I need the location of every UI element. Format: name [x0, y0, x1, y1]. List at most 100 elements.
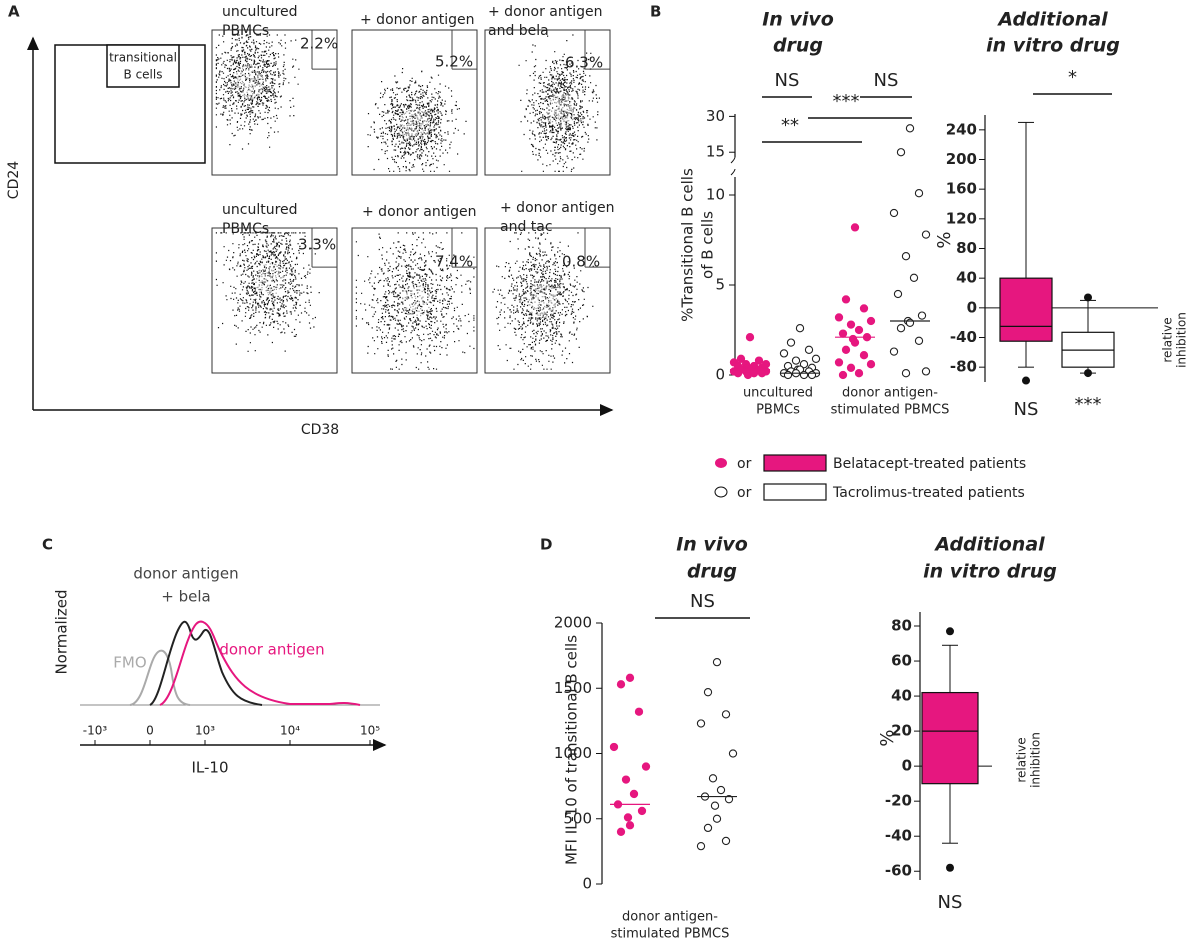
flow-plot-title: + donor antigen: [488, 4, 602, 20]
data-point: [745, 333, 755, 342]
x-tick-label: uncultured: [743, 386, 813, 401]
chart-title: drug: [773, 35, 823, 57]
outlier: [1084, 369, 1092, 378]
data-point: [799, 370, 809, 380]
y-tick-label: -40: [950, 328, 977, 346]
x-ticks: [94, 740, 371, 745]
x-tick-label: -10³: [83, 724, 108, 738]
data-point: [795, 324, 805, 333]
y-tick-label: 0: [715, 366, 725, 384]
x-tick-label: PBMCs: [756, 403, 800, 418]
data-point: [896, 324, 906, 333]
significance-label: ***: [833, 91, 860, 112]
data-point: [896, 148, 906, 157]
legend-connector: or: [737, 456, 752, 472]
flow-plot-frame: [484, 29, 611, 176]
y-tick-label: 2000: [554, 614, 592, 632]
y-axis-label: %Transitional B cells: [679, 168, 697, 322]
y-tick-label: 80: [891, 617, 912, 635]
flow-percent: 7.4%: [435, 253, 473, 271]
y-tick-label: 240: [946, 120, 977, 138]
significance-label: *: [1068, 67, 1077, 88]
legend-label: Belatacept-treated patients: [833, 456, 1026, 472]
flow-dots-dense: [528, 283, 557, 319]
data-point: [621, 775, 631, 784]
y-tick-label: 5: [715, 276, 725, 294]
data-point: [914, 336, 924, 345]
data-point: [721, 836, 731, 846]
data-point: [804, 345, 814, 354]
y-tick-label: 1000: [554, 744, 592, 762]
data-point: [854, 369, 864, 378]
flow-plot-title: + donor antigen: [360, 12, 474, 28]
x-tick-label: 0: [146, 724, 154, 738]
data-point: [710, 801, 720, 810]
flow-dots: [492, 232, 594, 370]
x-axis-label: CD38: [301, 422, 339, 438]
curve-bela: [149, 620, 263, 706]
y-tick-label: 200: [946, 150, 977, 168]
data-point: [716, 785, 726, 795]
data-point: [743, 370, 753, 380]
flow-dots-dense: [546, 94, 576, 127]
curve-antigen: [159, 620, 361, 706]
x-tick-label: 10⁵: [360, 724, 380, 738]
flow-dots: [355, 232, 475, 370]
y-axis-label: Normalized: [53, 589, 71, 674]
legend-connector: or: [737, 485, 752, 501]
x-tick-label: donor antigen-: [842, 386, 938, 401]
y-tick-label: 40: [891, 687, 912, 705]
flow-percent: 3.3%: [298, 236, 336, 254]
data-point: [724, 795, 734, 804]
axis-break: [730, 156, 736, 176]
chart-title: Additional: [996, 9, 1108, 31]
data-point: [629, 789, 639, 799]
y-axis-label: MFI IL-10 of transitional B cells: [563, 635, 581, 865]
flow-plot-frame: [484, 227, 611, 374]
flow-plot-title: and bela: [488, 23, 549, 39]
y-axis-label: of B cells: [699, 211, 717, 279]
legend-label: Tacrolimus-treated patients: [832, 485, 1025, 501]
significance-label: NS: [690, 591, 715, 612]
flow-plot-title: uncultured: [222, 4, 298, 20]
data-point: [838, 329, 848, 338]
side-label: relative: [1161, 317, 1175, 362]
data-point: [846, 320, 856, 329]
data-point: [921, 367, 931, 376]
flow-dots-dense: [235, 64, 264, 99]
data-point: [703, 823, 713, 833]
data-point: [850, 223, 860, 232]
curve-label: FMO: [113, 654, 146, 672]
flow-plot-title: and tac: [500, 219, 553, 235]
data-point: [841, 295, 851, 304]
data-point: [799, 360, 809, 369]
data-point: [625, 673, 635, 682]
data-point: [846, 363, 856, 372]
flow-plot-title: uncultured: [222, 202, 298, 218]
legend-box: [763, 483, 827, 501]
data-point: [838, 370, 848, 380]
gate-inner: [106, 44, 180, 88]
flow-percent: 6.3%: [565, 54, 603, 72]
y-tick-label: 10: [706, 186, 725, 204]
flow-plot-title: PBMCs: [222, 23, 269, 39]
x-tick-label: stimulated PBMCS: [831, 403, 950, 418]
data-point: [616, 827, 626, 836]
chart-title: in vitro drug: [923, 561, 1057, 583]
y-tick-label: 40: [956, 269, 977, 287]
data-point: [909, 273, 919, 282]
flow-percent: 0.8%: [562, 253, 600, 271]
significance-label: NS: [874, 70, 899, 91]
panel-label: D: [540, 536, 552, 554]
flow-percent: 2.2%: [300, 35, 338, 53]
x-tick-label: donor antigen-: [622, 910, 718, 925]
data-point: [757, 369, 767, 378]
curve-label: donor antigen: [133, 565, 238, 583]
y-tick-label: -20: [885, 792, 912, 810]
x-axis-label: IL-10: [191, 759, 228, 777]
chart-title: In vivo: [762, 9, 834, 31]
flow-dots: [215, 34, 300, 150]
data-point: [834, 358, 844, 367]
flow-dots-dense: [255, 263, 285, 297]
